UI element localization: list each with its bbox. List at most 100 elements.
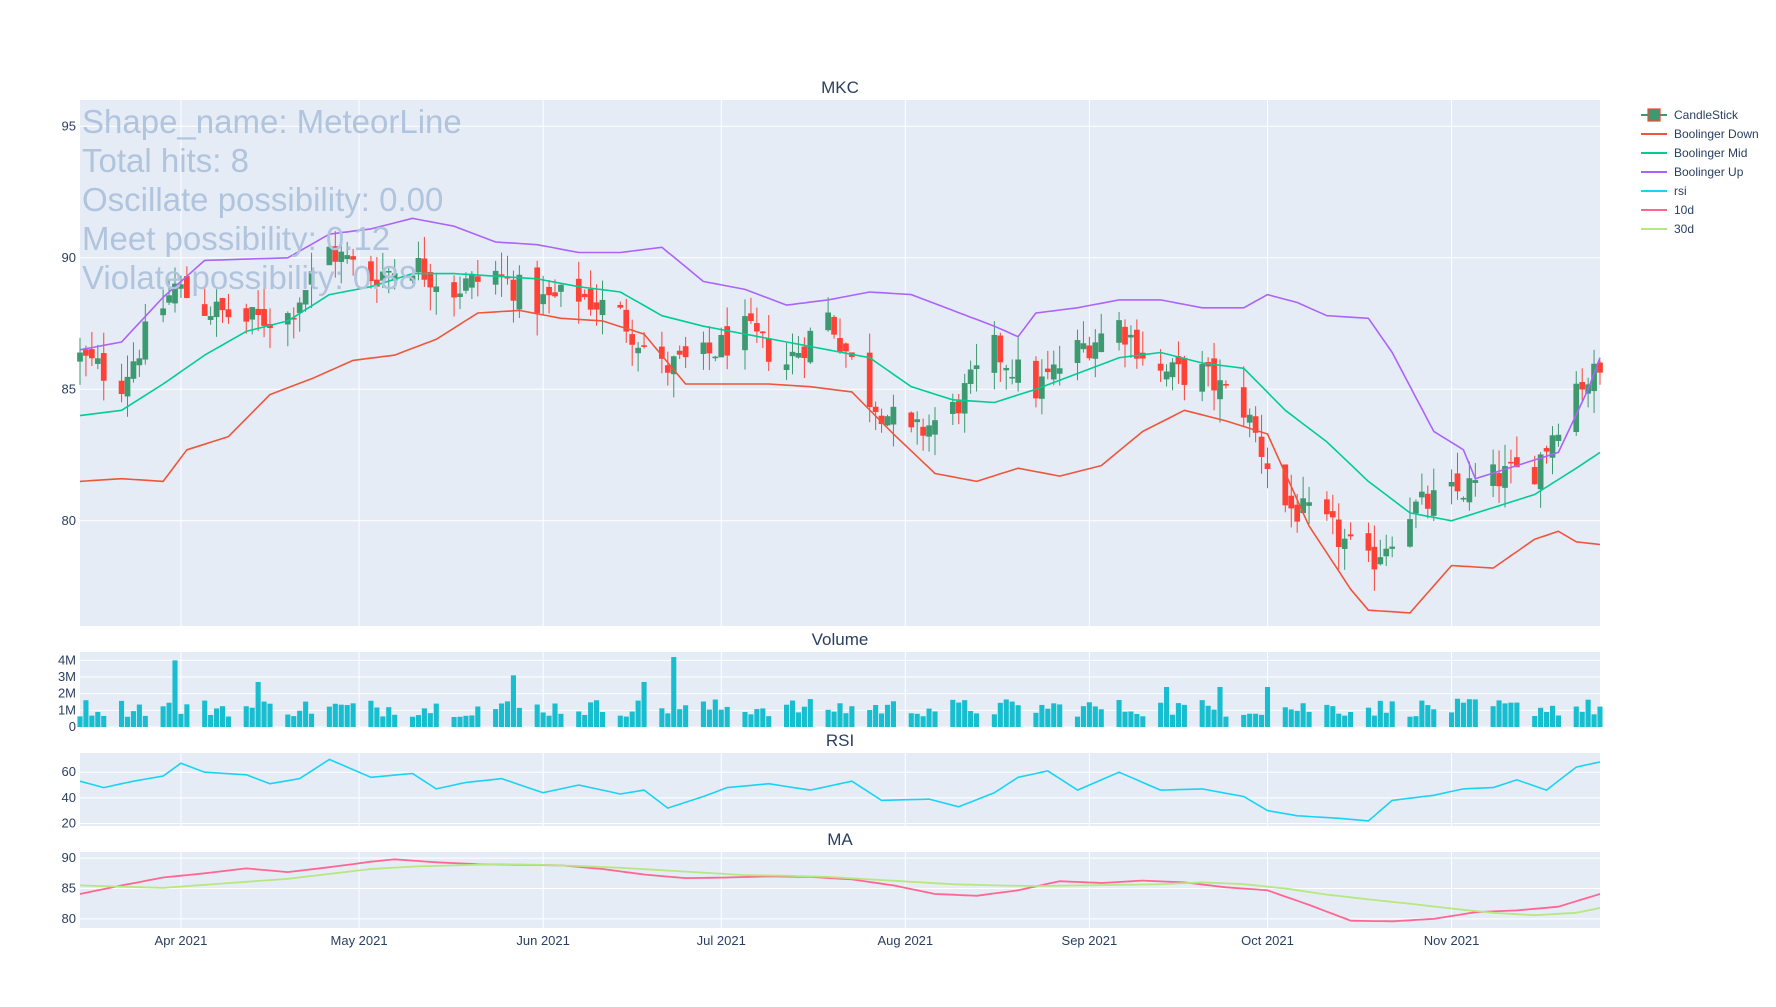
volume-bar bbox=[1158, 702, 1164, 727]
candle-body bbox=[973, 365, 980, 370]
candle-body bbox=[1122, 326, 1128, 345]
volume-bar bbox=[1033, 712, 1039, 727]
volume-bar bbox=[178, 713, 184, 727]
candle-body bbox=[914, 419, 921, 423]
volume-bar bbox=[255, 682, 261, 727]
volume-bar bbox=[303, 701, 309, 727]
candle-body bbox=[498, 274, 505, 276]
candle-body bbox=[1294, 504, 1301, 522]
volume-bar bbox=[914, 713, 920, 727]
volume-bar bbox=[1306, 711, 1312, 727]
annotation-line: Oscillate possibility: 0.00 bbox=[82, 181, 443, 218]
candle-body bbox=[1240, 387, 1247, 418]
volume-bar bbox=[540, 712, 546, 727]
candle-body bbox=[1448, 481, 1455, 487]
candle-body bbox=[302, 290, 309, 305]
legend-item-candlestick: CandleStick bbox=[1641, 108, 1739, 122]
volume-bar bbox=[718, 709, 724, 727]
volume-bar bbox=[659, 708, 665, 727]
legend-label: CandleStick bbox=[1674, 108, 1739, 122]
candle-body bbox=[1508, 461, 1514, 464]
candle-body bbox=[884, 416, 891, 426]
x-tick-label: Jun 2021 bbox=[516, 933, 570, 948]
candle-body bbox=[1199, 364, 1206, 392]
volume-bar bbox=[635, 700, 641, 727]
legend-label: rsi bbox=[1674, 184, 1687, 198]
volume-bar bbox=[748, 714, 754, 727]
candle-body bbox=[1003, 367, 1010, 371]
candle-body bbox=[118, 380, 125, 394]
candle-body bbox=[843, 343, 849, 352]
volume-bar bbox=[1573, 706, 1579, 727]
candle-body bbox=[1335, 519, 1342, 547]
candle-body bbox=[1543, 448, 1550, 452]
volume-bar bbox=[576, 711, 582, 727]
volume-bar bbox=[142, 715, 148, 727]
candle-body bbox=[724, 326, 731, 356]
candle-body bbox=[136, 358, 143, 366]
legend-swatch-candle bbox=[1647, 108, 1661, 122]
x-tick-label: Nov 2021 bbox=[1424, 933, 1480, 948]
candle-body bbox=[83, 349, 89, 356]
candle-body bbox=[1591, 363, 1597, 392]
candle-body bbox=[795, 352, 802, 358]
candle-body bbox=[789, 351, 796, 357]
legend-item-boolinger-up: Boolinger Up bbox=[1641, 165, 1744, 179]
y-tick-label: 20 bbox=[62, 815, 76, 830]
candle-body bbox=[409, 275, 416, 281]
volume-bar bbox=[516, 707, 522, 727]
volume-bar bbox=[1080, 706, 1086, 727]
volume-bar bbox=[807, 699, 813, 727]
candle-body bbox=[593, 302, 600, 310]
volume-bar bbox=[1538, 707, 1544, 727]
candle-body bbox=[1502, 466, 1508, 488]
candle-body bbox=[77, 352, 83, 362]
y-tick-label: 2M bbox=[58, 686, 76, 701]
legend-label: 30d bbox=[1674, 222, 1694, 236]
volume-bar bbox=[338, 704, 344, 727]
volume-bar bbox=[1389, 701, 1395, 727]
volume-bar bbox=[160, 706, 166, 727]
volume-bar bbox=[219, 706, 226, 727]
volume-bar bbox=[415, 715, 421, 727]
candle-body bbox=[1223, 383, 1229, 386]
y-tick-label: 3M bbox=[58, 669, 76, 684]
candle-body bbox=[1347, 534, 1354, 537]
volume-bar bbox=[451, 716, 457, 727]
y-tick-label: 40 bbox=[62, 790, 76, 805]
volume-bar bbox=[374, 707, 380, 727]
candle-body bbox=[617, 304, 624, 308]
volume-bar bbox=[475, 706, 481, 727]
volume-bar bbox=[243, 706, 249, 727]
candle-body bbox=[1134, 329, 1140, 359]
candle-body bbox=[1080, 343, 1087, 350]
volume-bar bbox=[849, 706, 855, 727]
candle-body bbox=[124, 376, 131, 397]
volume-bar bbox=[368, 700, 374, 727]
volume-bar bbox=[1532, 716, 1538, 727]
candle-body bbox=[670, 356, 677, 375]
candle-body bbox=[991, 334, 998, 373]
volume-bar bbox=[825, 709, 831, 727]
candle-body bbox=[748, 313, 754, 322]
candle-body bbox=[296, 302, 303, 313]
candle-body bbox=[1264, 463, 1271, 470]
volume-bar bbox=[1300, 703, 1306, 727]
volume-bar bbox=[1348, 711, 1354, 727]
y-tick-label: 90 bbox=[62, 250, 76, 265]
candle-body bbox=[700, 342, 707, 354]
panel-rsi: 20 40 60 RSI bbox=[62, 731, 1600, 830]
volume-bar bbox=[558, 713, 564, 727]
volume-bar bbox=[504, 701, 511, 727]
volume-bar bbox=[968, 711, 974, 727]
volume-bar bbox=[1092, 706, 1098, 727]
volume-bar bbox=[1288, 709, 1294, 727]
y-tick-label: 4M bbox=[58, 652, 76, 667]
candle-body bbox=[1389, 546, 1396, 549]
volume-bar bbox=[879, 713, 885, 727]
ma-10d-line bbox=[79, 858, 1601, 923]
y-tick-label: 1M bbox=[58, 702, 76, 717]
candle-body bbox=[94, 358, 101, 364]
candle-body bbox=[421, 258, 428, 280]
